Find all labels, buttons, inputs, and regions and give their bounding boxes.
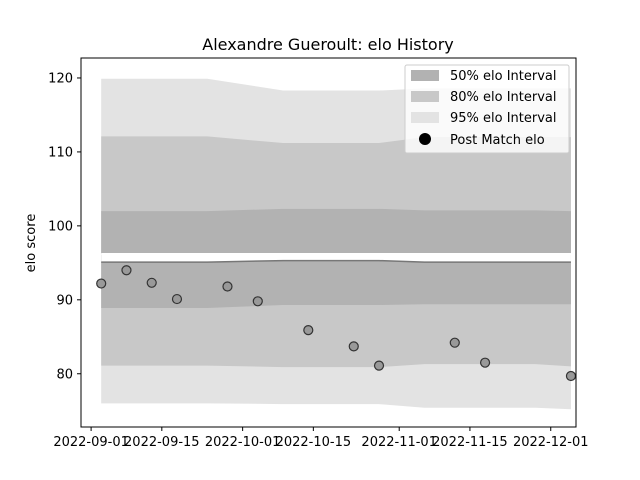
legend-marker-post-match [419,133,431,145]
series-lines [101,252,571,263]
legend-label-50: 50% elo Interval [450,69,557,84]
post-match-points [96,265,577,382]
data-point [146,277,157,288]
band-center-gap [101,253,571,263]
legend-label-95: 95% elo Interval [450,111,557,126]
data-point [121,265,132,276]
data-point [222,281,233,292]
x-tick-label: 2022-09-15 [124,435,200,450]
x-tick-label: 2022-09-01 [53,435,129,450]
legend: 50% elo Interval 80% elo Interval 95% el… [404,64,570,154]
legend-label-80: 80% elo Interval [450,90,557,105]
plot-area [96,78,577,410]
y-tick-label: 80 [56,367,73,382]
data-point [348,341,359,352]
x-tick-label: 2022-11-01 [361,435,437,450]
data-point [96,278,107,289]
data-point [449,337,460,348]
chart-title: Alexandre Gueroult: elo History [202,35,454,54]
center-lower-line [101,259,571,263]
legend-swatch-95 [411,112,439,123]
y-axis: 80 90 100 110 120 [48,71,81,382]
y-tick-label: 120 [48,71,73,86]
y-tick-label: 90 [56,293,73,308]
data-point [303,325,314,336]
axes-frame [80,57,577,428]
data-point [479,357,491,368]
legend-swatch-50 [411,70,439,81]
legend-label-post-match: Post Match elo [450,133,545,148]
data-point [565,370,577,382]
data-point [171,293,183,305]
data-point [373,360,385,371]
data-point [252,296,263,307]
x-tick-label: 2022-10-15 [276,435,352,450]
x-tick-label: 2022-11-15 [432,435,508,450]
y-axis-label: elo score [24,214,39,273]
y-tick-label: 110 [48,145,73,160]
legend-box [404,64,570,154]
y-tick-label: 100 [48,219,73,234]
x-tick-label: 2022-12-01 [513,435,589,450]
x-tick-label: 2022-10-01 [205,435,281,450]
legend-swatch-80 [411,91,439,102]
interval-bands [101,78,571,410]
